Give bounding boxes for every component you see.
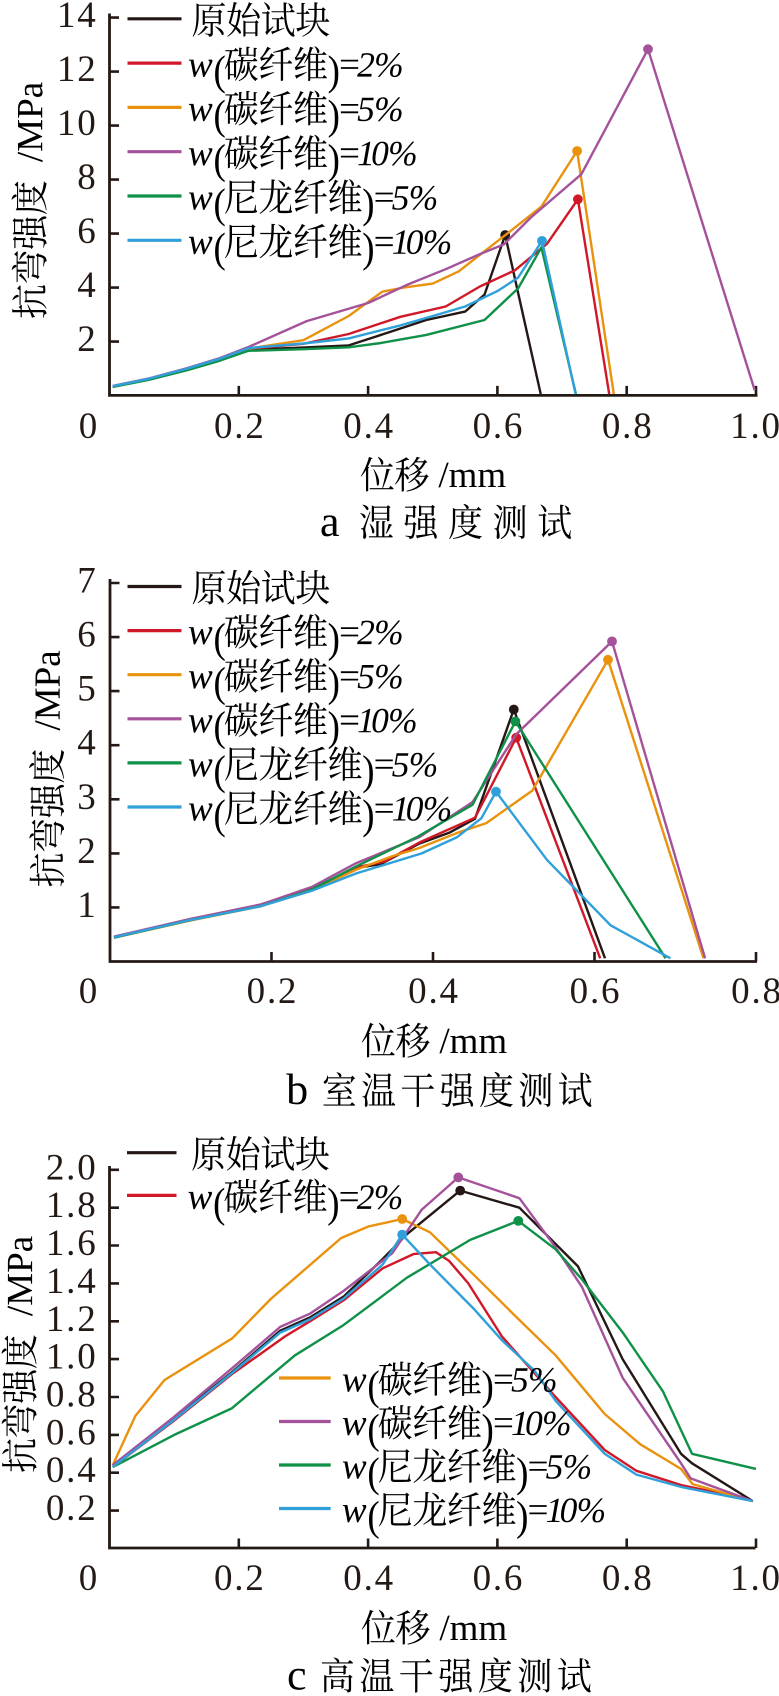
svg-text:8: 8 bbox=[77, 157, 97, 198]
svg-text:1.0: 1.0 bbox=[46, 1337, 98, 1378]
svg-text:12: 12 bbox=[57, 49, 98, 90]
svg-text:4: 4 bbox=[77, 723, 97, 764]
svg-text:0.2: 0.2 bbox=[214, 406, 266, 447]
svg-text:3: 3 bbox=[77, 777, 97, 818]
svg-text:0.4: 0.4 bbox=[343, 406, 395, 447]
svg-text:6: 6 bbox=[77, 211, 97, 252]
svg-text:0: 0 bbox=[79, 406, 99, 447]
svg-text:5: 5 bbox=[77, 669, 97, 710]
svg-text:0.4: 0.4 bbox=[408, 971, 460, 1012]
svg-text:0.4: 0.4 bbox=[46, 1450, 98, 1491]
svg-text:2.0: 2.0 bbox=[46, 1147, 98, 1188]
svg-text:1.4: 1.4 bbox=[46, 1261, 98, 1302]
svg-text:0.8: 0.8 bbox=[602, 406, 654, 447]
svg-text:6: 6 bbox=[77, 615, 97, 656]
svg-text:0: 0 bbox=[79, 971, 99, 1012]
svg-text:0.6: 0.6 bbox=[46, 1412, 98, 1453]
svg-text:0.6: 0.6 bbox=[570, 971, 622, 1012]
svg-text:1.8: 1.8 bbox=[46, 1185, 98, 1226]
svg-text:7: 7 bbox=[77, 561, 97, 602]
svg-text:0.2: 0.2 bbox=[214, 1558, 266, 1599]
svg-text:4: 4 bbox=[77, 265, 97, 306]
svg-text:1: 1 bbox=[77, 885, 97, 926]
svg-text:0: 0 bbox=[79, 1558, 99, 1599]
svg-text:0.8: 0.8 bbox=[602, 1558, 654, 1599]
svg-text:1.0: 1.0 bbox=[730, 406, 779, 447]
svg-text:1.6: 1.6 bbox=[46, 1223, 98, 1264]
svg-text:1.0: 1.0 bbox=[730, 1558, 779, 1599]
svg-text:0.2: 0.2 bbox=[46, 1488, 98, 1529]
svg-text:1.2: 1.2 bbox=[46, 1299, 98, 1340]
svg-text:14: 14 bbox=[57, 0, 98, 36]
svg-text:0.6: 0.6 bbox=[473, 406, 525, 447]
svg-text:0.6: 0.6 bbox=[473, 1558, 525, 1599]
svg-text:0.2: 0.2 bbox=[247, 971, 299, 1012]
svg-text:10: 10 bbox=[57, 103, 98, 144]
svg-text:0.4: 0.4 bbox=[343, 1558, 395, 1599]
svg-text:2: 2 bbox=[77, 831, 97, 872]
svg-text:2: 2 bbox=[77, 319, 97, 360]
svg-text:0.8: 0.8 bbox=[731, 971, 779, 1012]
svg-text:0.8: 0.8 bbox=[46, 1375, 98, 1416]
